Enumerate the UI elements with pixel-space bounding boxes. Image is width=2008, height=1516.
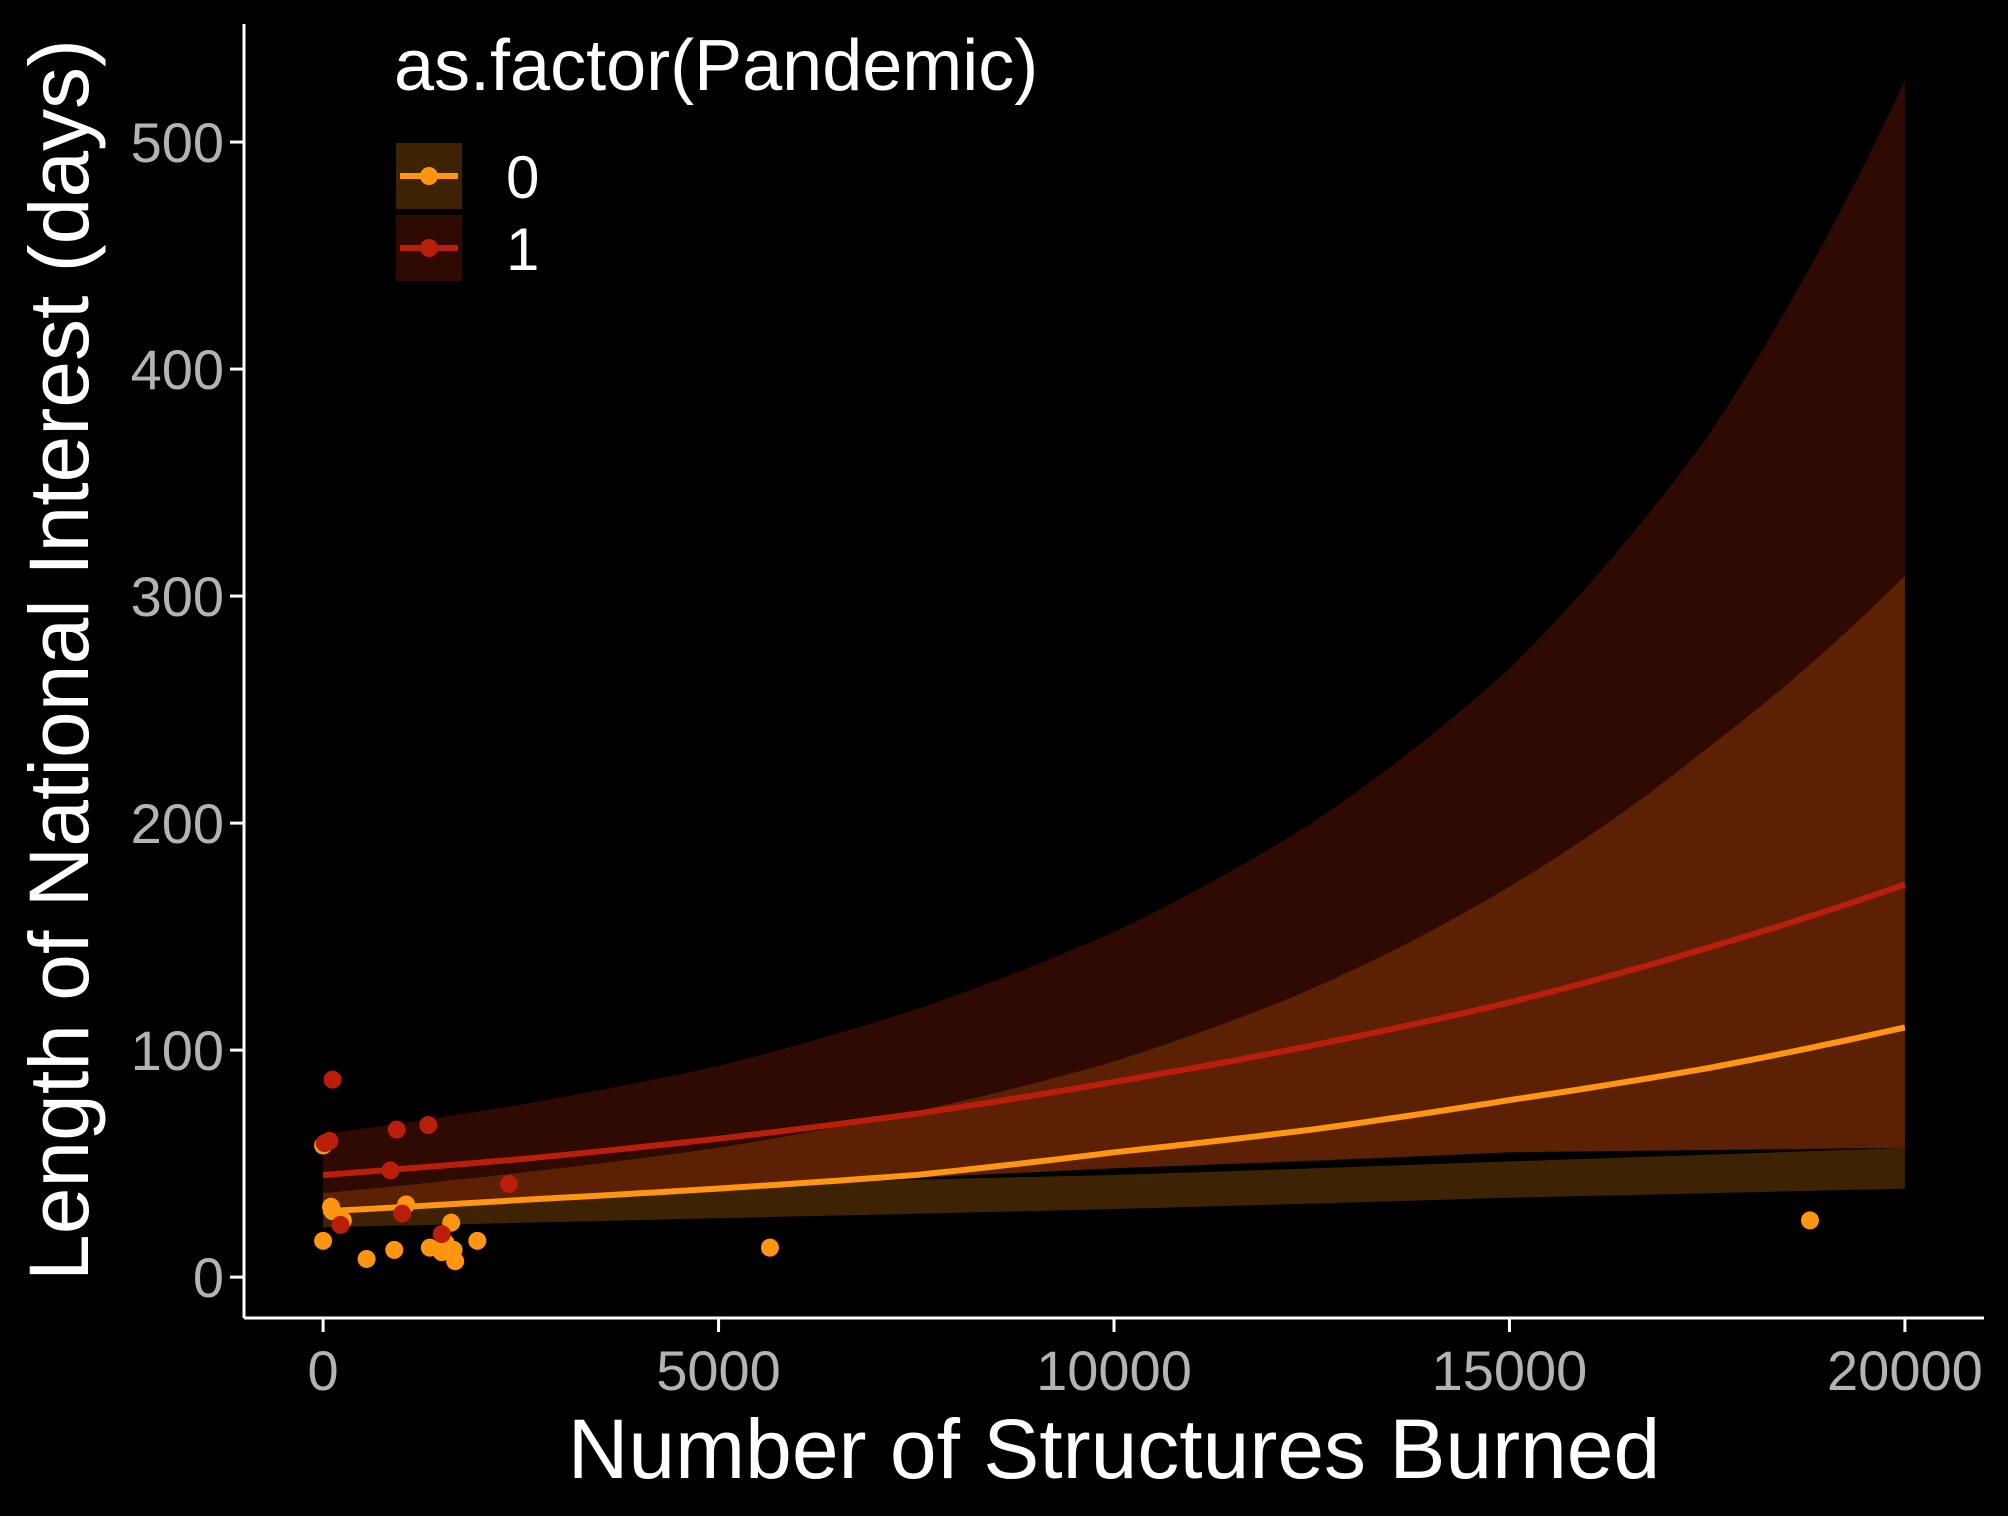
x-ticks: 0 5000 10000 15000 20000 [308, 1318, 1983, 1402]
legend-key-point [420, 167, 438, 185]
legend-label-0: 0 [506, 144, 539, 211]
data-point-series-0 [385, 1240, 404, 1259]
data-point-series-0 [468, 1231, 487, 1250]
data-points [314, 1070, 1819, 1271]
y-tick-label: 200 [131, 792, 224, 855]
legend-key-point [420, 239, 438, 257]
x-tick-label: 15000 [1432, 1339, 1588, 1402]
y-tick-label: 100 [131, 1019, 224, 1082]
data-point-series-1 [381, 1161, 400, 1180]
legend-title: as.factor(Pandemic) [394, 26, 1038, 106]
y-tick-label: 300 [131, 565, 224, 628]
x-axis-title: Number of Structures Burned [568, 1402, 1661, 1496]
legend: as.factor(Pandemic) 01 [394, 26, 1038, 283]
ribbon-series-0 [323, 1147, 1905, 1228]
fit-lines [322, 881, 1906, 1215]
y-tick-label: 400 [131, 338, 224, 401]
y-tick-label: 0 [193, 1246, 224, 1309]
ribbon-overlap [323, 575, 1905, 1207]
data-point-series-1 [320, 1131, 339, 1150]
data-point-series-1 [331, 1215, 350, 1234]
data-point-series-1 [499, 1175, 518, 1194]
legend-label-1: 1 [506, 216, 539, 283]
y-axis-title: Length of National Interest (days) [12, 39, 106, 1281]
data-point-series-1 [419, 1116, 438, 1135]
data-point-series-1 [323, 1070, 342, 1089]
data-point-series-1 [387, 1120, 406, 1139]
data-point-series-1 [432, 1225, 451, 1244]
y-ticks: 0 100 200 300 400 500 [131, 111, 244, 1309]
data-point-series-1 [393, 1204, 412, 1223]
data-point-series-0 [446, 1252, 465, 1271]
x-tick-label: 0 [308, 1339, 339, 1402]
data-point-series-0 [1801, 1211, 1819, 1230]
confidence-ribbons [323, 80, 1905, 1228]
x-tick-label: 5000 [656, 1339, 781, 1402]
y-tick-label: 500 [131, 111, 224, 174]
data-point-series-0 [314, 1231, 333, 1250]
fit-line-series-0 [322, 1024, 1906, 1215]
x-tick-label: 10000 [1036, 1339, 1192, 1402]
x-tick-label: 20000 [1827, 1339, 1983, 1402]
fit-line-series-1 [322, 881, 1906, 1178]
legend-items: 01 [396, 143, 539, 283]
data-point-series-0 [760, 1238, 779, 1257]
data-point-series-0 [357, 1249, 376, 1268]
